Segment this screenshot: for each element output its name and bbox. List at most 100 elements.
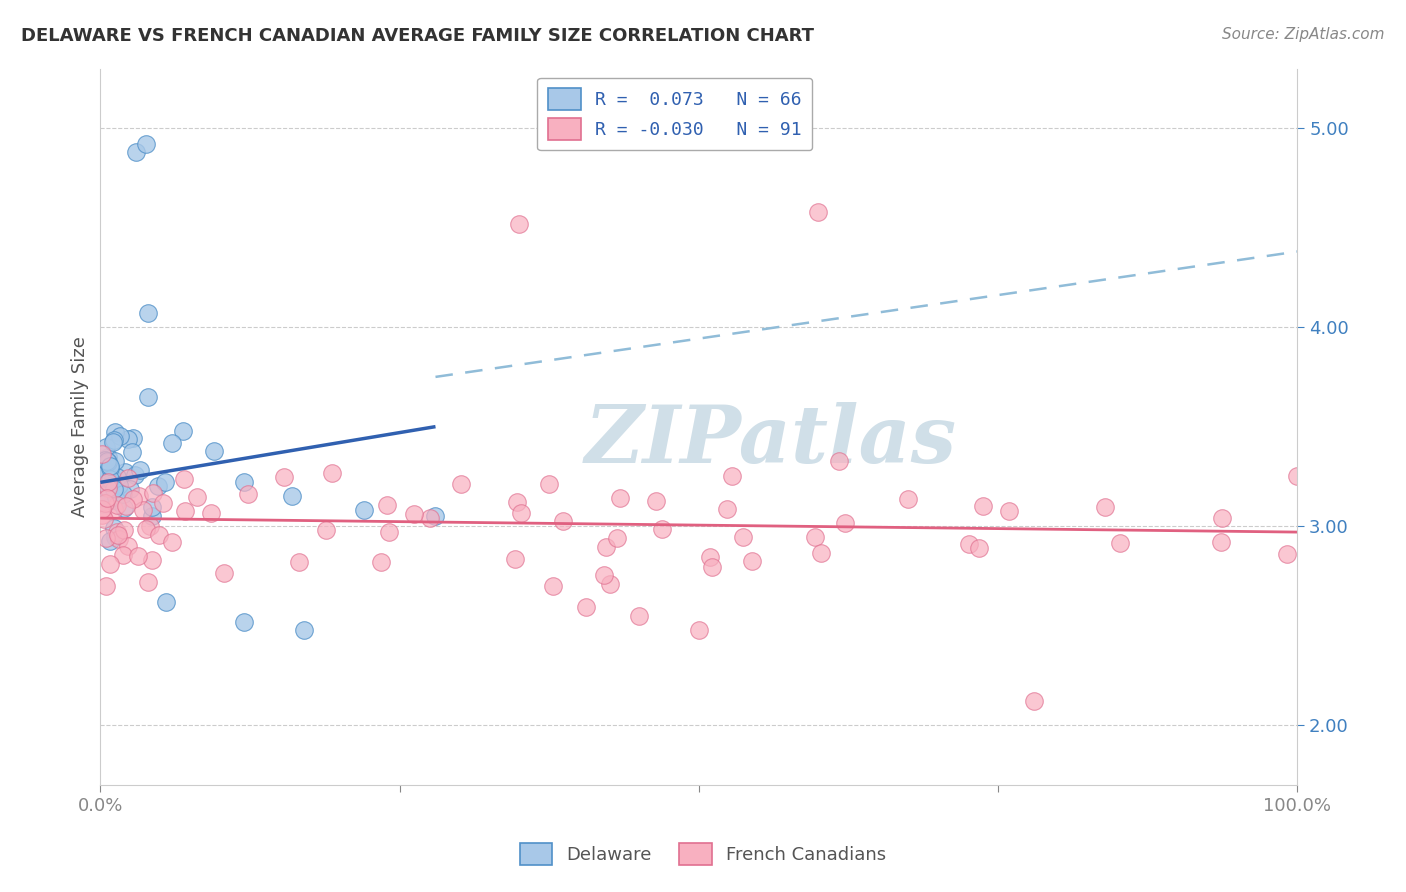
Point	[125, 145, 148, 159]
Point	[90, 466, 112, 480]
Point	[103, 521, 125, 535]
Point	[94, 453, 117, 467]
Point	[103, 483, 125, 497]
Point	[174, 504, 197, 518]
Point	[288, 555, 311, 569]
Point	[160, 435, 183, 450]
Point	[98, 472, 121, 486]
Point	[1211, 511, 1233, 525]
Point	[94, 531, 117, 545]
Point	[97, 481, 120, 495]
Point	[104, 425, 127, 440]
Point	[107, 478, 129, 492]
Point	[353, 503, 375, 517]
Point	[101, 482, 124, 496]
Point	[128, 489, 150, 503]
Point	[510, 506, 533, 520]
Point	[93, 497, 115, 511]
Point	[551, 514, 574, 528]
Point	[731, 530, 754, 544]
Point	[505, 494, 527, 508]
Point	[450, 477, 472, 491]
Point	[117, 540, 139, 554]
Point	[94, 496, 117, 510]
Point	[103, 433, 125, 447]
Y-axis label: Average Family Size: Average Family Size	[72, 336, 89, 517]
Text: Source: ZipAtlas.com: Source: ZipAtlas.com	[1222, 27, 1385, 42]
Point	[273, 470, 295, 484]
Point	[972, 500, 994, 514]
Point	[828, 454, 851, 468]
Point	[152, 496, 174, 510]
Legend: Delaware, French Canadians: Delaware, French Canadians	[510, 834, 896, 874]
Point	[135, 522, 157, 536]
Point	[172, 424, 194, 438]
Point	[97, 475, 120, 489]
Point	[153, 475, 176, 490]
Point	[609, 491, 631, 505]
Point	[93, 496, 115, 510]
Point	[136, 574, 159, 589]
Point	[105, 524, 128, 539]
Point	[112, 523, 135, 537]
Point	[115, 499, 138, 513]
Point	[105, 499, 128, 513]
Point	[233, 475, 256, 490]
Point	[104, 530, 127, 544]
Point	[98, 461, 121, 475]
Point	[1211, 535, 1233, 549]
Point	[96, 464, 118, 478]
Point	[91, 447, 114, 461]
Point	[593, 568, 616, 582]
Point	[236, 487, 259, 501]
Point	[135, 137, 157, 152]
Point	[699, 549, 721, 564]
Point	[90, 508, 112, 523]
Point	[803, 530, 825, 544]
Point	[104, 454, 127, 468]
Point	[97, 450, 120, 464]
Point	[716, 502, 738, 516]
Point	[103, 435, 125, 450]
Point	[139, 519, 162, 533]
Point	[425, 509, 447, 524]
Point	[315, 523, 337, 537]
Point	[721, 469, 744, 483]
Point	[370, 555, 392, 569]
Point	[233, 615, 256, 629]
Point	[117, 432, 139, 446]
Point	[121, 491, 143, 506]
Text: ZIPatlas: ZIPatlas	[585, 402, 956, 480]
Point	[141, 500, 163, 515]
Point	[644, 493, 666, 508]
Point	[91, 484, 114, 499]
Point	[107, 528, 129, 542]
Point	[321, 466, 343, 480]
Point	[688, 623, 710, 637]
Point	[97, 455, 120, 469]
Point	[651, 522, 673, 536]
Point	[122, 431, 145, 445]
Point	[100, 533, 122, 548]
Point	[100, 477, 122, 491]
Point	[103, 502, 125, 516]
Point	[108, 533, 131, 547]
Point	[148, 528, 170, 542]
Point	[127, 549, 149, 564]
Point	[146, 479, 169, 493]
Point	[94, 579, 117, 593]
Point	[538, 477, 561, 491]
Point	[155, 595, 177, 609]
Point	[419, 510, 441, 524]
Point	[741, 554, 763, 568]
Point	[575, 600, 598, 615]
Point	[98, 458, 121, 473]
Point	[508, 217, 530, 231]
Point	[505, 552, 527, 566]
Point	[173, 472, 195, 486]
Point	[212, 566, 235, 580]
Point	[96, 454, 118, 468]
Point	[90, 501, 112, 516]
Point	[90, 487, 112, 501]
Point	[120, 482, 142, 496]
